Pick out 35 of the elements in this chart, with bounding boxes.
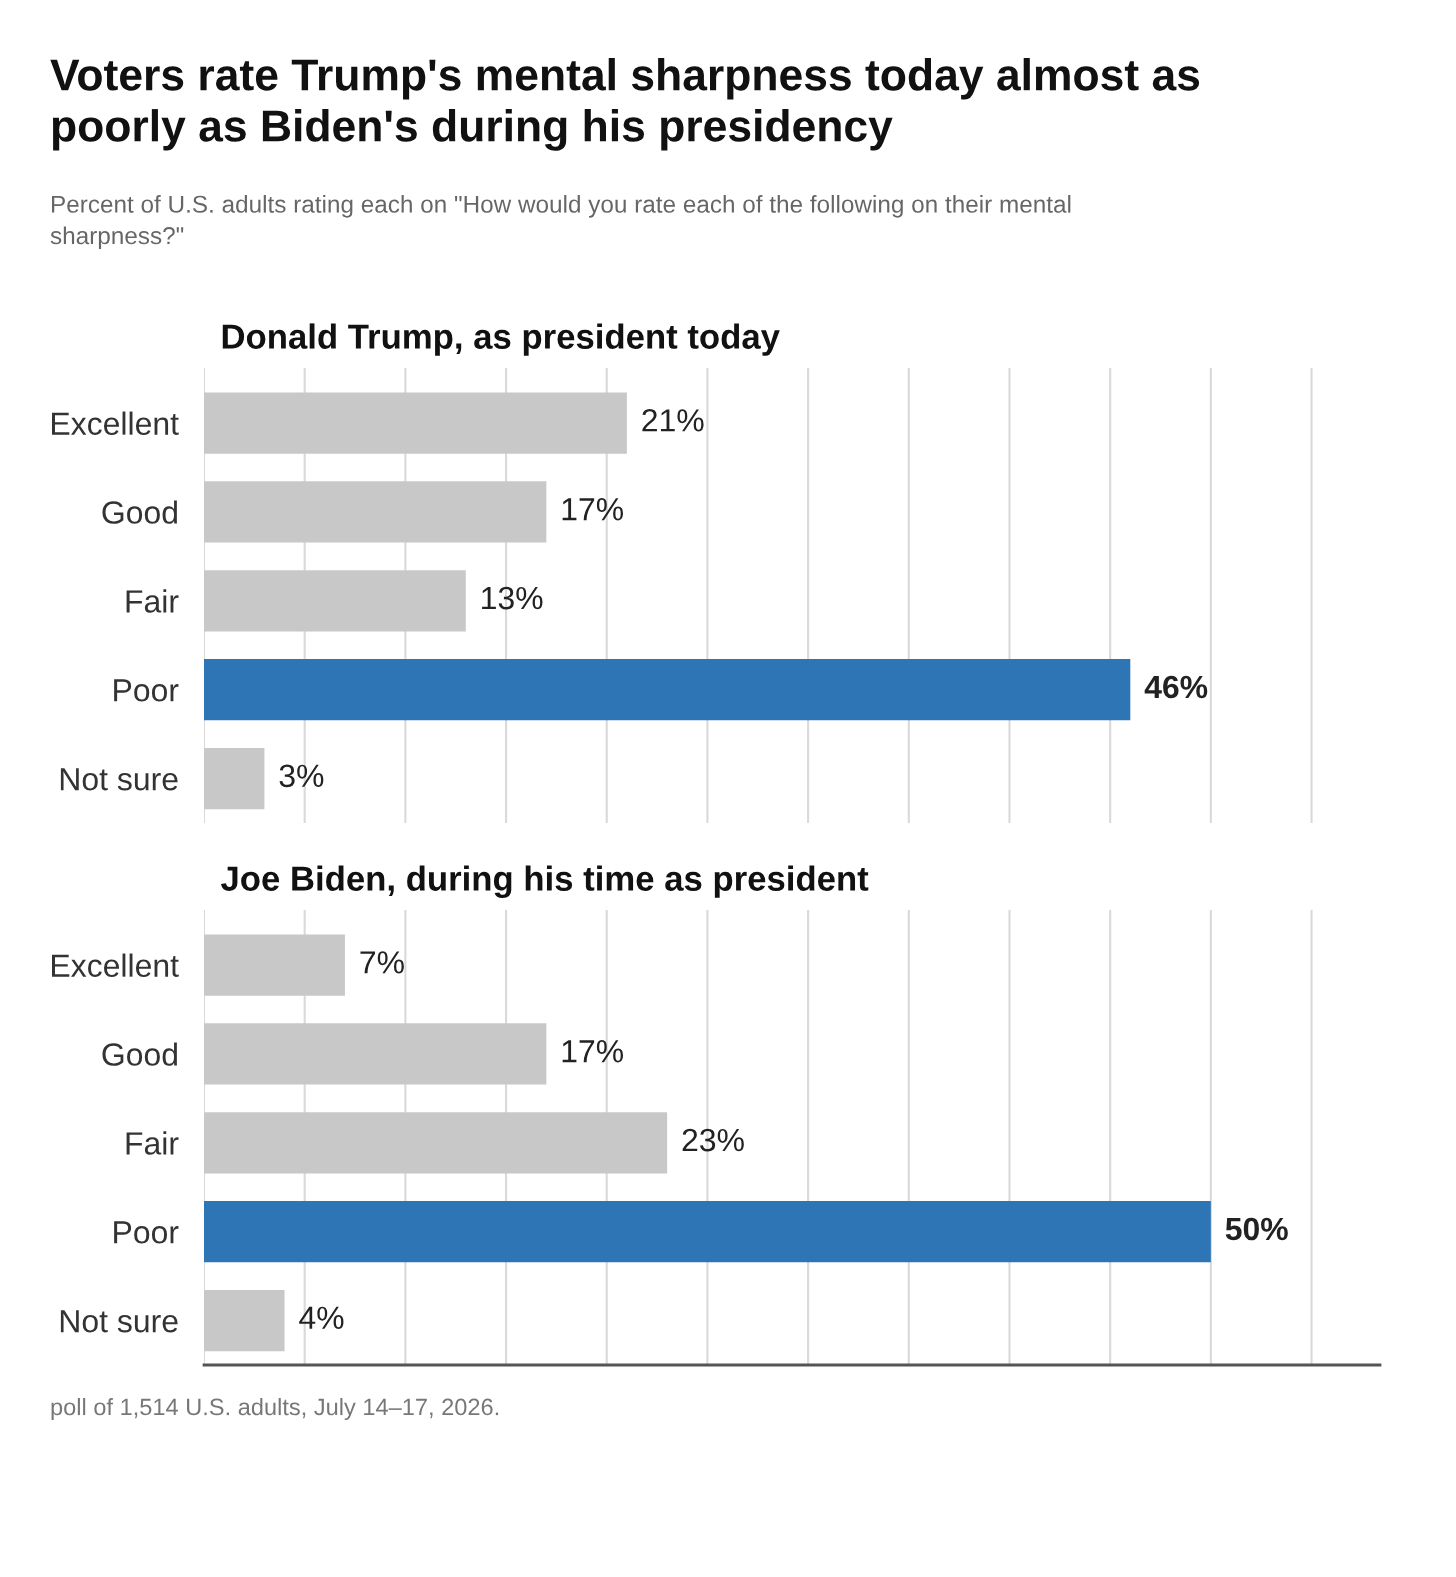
y-tick-label: Excellent xyxy=(52,953,179,977)
bar xyxy=(204,1289,285,1352)
chart-title: Joe Biden, during his time as president xyxy=(220,865,869,898)
data-label: 23% xyxy=(682,1128,744,1152)
text: Percent of U.S. adults rating each on "How would you rate each of the following on their mental sharpness?" xyxy=(50,195,1071,250)
data-label: 4% xyxy=(299,1306,344,1330)
data-label: 3% xyxy=(279,764,324,788)
y-tick-label: Poor xyxy=(114,1221,179,1244)
bar xyxy=(204,481,547,543)
data-label: 17% xyxy=(562,1040,624,1063)
bar xyxy=(204,570,466,632)
y-tick-label: Not sure xyxy=(60,768,178,791)
data-label: 50% xyxy=(1225,1217,1288,1241)
y-tick-label: Good xyxy=(102,1042,177,1066)
bar xyxy=(204,392,627,454)
data-label: 7% xyxy=(360,951,404,974)
data-label: 21% xyxy=(642,409,704,432)
data-label: 46% xyxy=(1144,675,1208,699)
bar xyxy=(204,659,1131,721)
y-tick-label: Not sure xyxy=(60,1310,178,1333)
bar xyxy=(204,1201,1211,1263)
bar xyxy=(204,1023,547,1085)
y-tick-label: Excellent xyxy=(52,411,179,435)
bar xyxy=(204,747,265,810)
y-tick-label: Fair xyxy=(126,1131,179,1155)
y-tick-label: Good xyxy=(102,500,177,524)
y-tick-label: Fair xyxy=(126,589,179,613)
text: Voters rate Trump's mental sharpness today almost as poorly as Biden's during his presidency xyxy=(50,58,1200,151)
bar xyxy=(204,934,345,996)
text: poll of 1,514 U.S. adults, July 14–17, 2026. xyxy=(51,1398,499,1421)
bar xyxy=(204,1112,668,1174)
data-label: 13% xyxy=(482,586,543,610)
chart-title: Donald Trump, as president today xyxy=(222,323,780,356)
y-tick-label: Poor xyxy=(114,679,179,702)
data-label: 17% xyxy=(562,498,624,521)
